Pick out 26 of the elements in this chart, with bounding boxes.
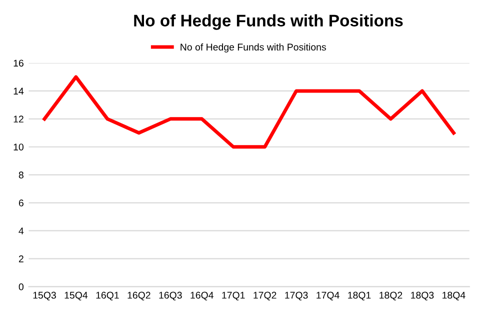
y-tick-label: 6 (18, 200, 24, 206)
y-tick-label: 14 (14, 88, 24, 94)
x-tick-label: 16Q1 (96, 292, 119, 300)
legend-label: No of Hedge Funds with Positions (180, 43, 326, 52)
x-tick-label: 18Q1 (348, 292, 371, 300)
x-tick-label: 16Q2 (128, 292, 150, 300)
x-tick-label: 18Q2 (380, 292, 402, 300)
x-tick-label: 15Q4 (64, 292, 88, 300)
y-tick-label: 12 (14, 116, 24, 122)
x-tick-label: 16Q3 (159, 292, 182, 300)
x-tick-label: 17Q4 (316, 292, 340, 300)
x-tick-label: 17Q3 (285, 292, 308, 300)
line-series (42, 75, 456, 149)
y-tick-label: 2 (18, 255, 24, 262)
x-tick-label: 17Q2 (254, 292, 276, 300)
x-tick-label: 18Q4 (442, 292, 466, 300)
y-tick-label: 8 (18, 172, 24, 178)
x-tick-label: 18Q3 (411, 292, 434, 300)
x-tick-label: 15Q3 (33, 292, 56, 300)
y-tick-label: 16 (14, 60, 24, 67)
chart-title: No of Hedge Funds with Positions (134, 14, 403, 30)
x-tick-label: 16Q4 (190, 292, 214, 300)
y-tick-label: 0 (18, 283, 24, 290)
y-tick-label: 4 (18, 228, 24, 234)
y-tick-label: 10 (14, 144, 24, 150)
x-tick-label: 17Q1 (222, 292, 245, 300)
